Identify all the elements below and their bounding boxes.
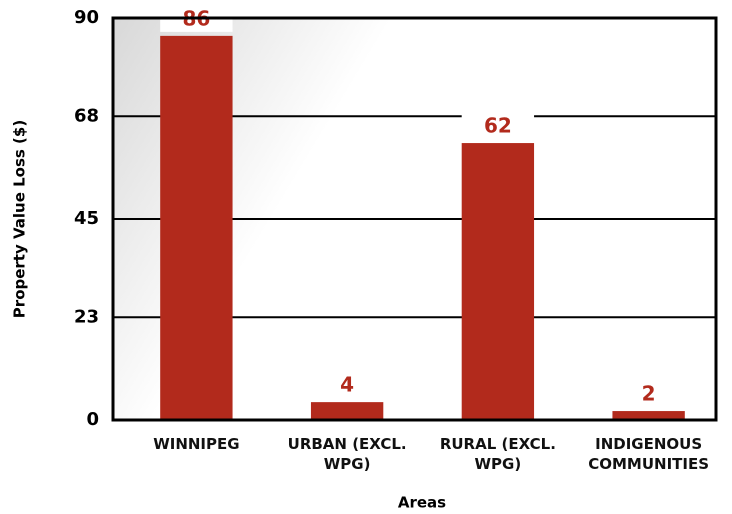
y-tick-label: 68 [74,105,99,126]
y-tick-label: 45 [74,208,99,229]
bar [310,402,384,420]
bar [612,411,685,420]
x-tick-label: WINNIPEG [153,435,240,453]
value-label-background [461,113,535,140]
value-label-background [612,381,685,408]
plot-frame [111,16,718,422]
value-label: 62 [484,114,512,138]
bar [461,143,535,421]
value-label: 2 [642,382,656,406]
x-tick-label: URBAN (EXCL. WPG) [287,435,407,473]
y-tick-label: 0 [86,409,99,430]
bar [160,35,233,420]
y-tick-label: 23 [74,306,99,327]
y-axis-label: Property Value Loss ($) [11,120,29,318]
value-label-background [310,372,384,399]
x-tick-label: RURAL (EXCL. WPG) [439,435,556,473]
x-tick-label: INDIGENOUS COMMUNITIES [588,435,710,473]
y-tick-label: 90 [74,7,99,28]
value-label: 4 [340,373,354,397]
x-axis-label: Areas [398,494,446,512]
